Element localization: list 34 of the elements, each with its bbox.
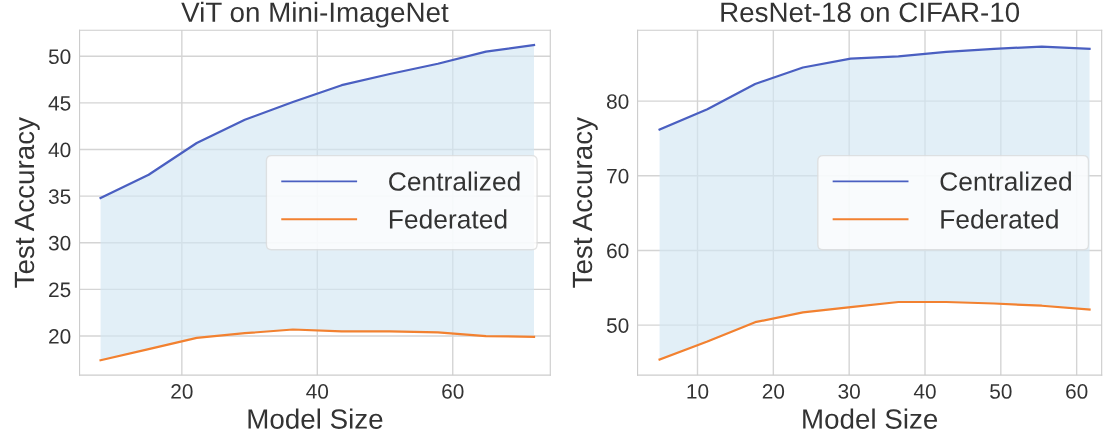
line-series xyxy=(99,44,536,200)
y-tick-label: 45 xyxy=(48,96,71,111)
y-tick-label: 40 xyxy=(48,142,71,158)
legend-label: Centralized xyxy=(389,171,520,191)
y-tick-label: 25 xyxy=(49,282,71,298)
x-tick-label: 60 xyxy=(442,384,464,399)
legend-label: Federated xyxy=(941,209,1058,229)
x-tick-label: 40 xyxy=(913,384,936,399)
x-tick-label: 50 xyxy=(990,384,1012,399)
chart-title: ResNet-18 on CIFAR-10 xyxy=(721,2,1020,23)
line-series xyxy=(658,300,1091,361)
y-tick-label: 70 xyxy=(607,168,629,184)
y-tick-label: 35 xyxy=(48,189,71,204)
y-tick-label: 80 xyxy=(606,94,629,109)
legend-label: Federated xyxy=(389,209,507,229)
x-axis-title: Model Size xyxy=(248,408,383,429)
legend-label: Centralized xyxy=(940,171,1071,191)
x-tick-label: 30 xyxy=(838,384,860,399)
y-tick-label: 30 xyxy=(48,235,71,251)
y-tick-label: 60 xyxy=(607,243,629,259)
y-axis-title: Test Accuracy xyxy=(572,117,598,288)
y-tick-label: 20 xyxy=(49,329,71,344)
x-tick-label: 10 xyxy=(687,384,709,399)
x-axis-title: Model Size xyxy=(803,408,938,429)
x-tick-label: 20 xyxy=(171,384,193,399)
line-series xyxy=(99,328,536,362)
x-tick-label: 20 xyxy=(762,384,785,399)
y-tick-label: 50 xyxy=(606,318,629,333)
y-axis-title: Test Accuracy xyxy=(14,117,40,288)
x-tick-label: 60 xyxy=(1066,384,1088,399)
y-tick-label: 50 xyxy=(48,49,71,65)
x-tick-label: 40 xyxy=(306,384,329,399)
chart-title: ViT on Mini-ImageNet xyxy=(181,1,449,28)
line-series xyxy=(658,45,1091,131)
